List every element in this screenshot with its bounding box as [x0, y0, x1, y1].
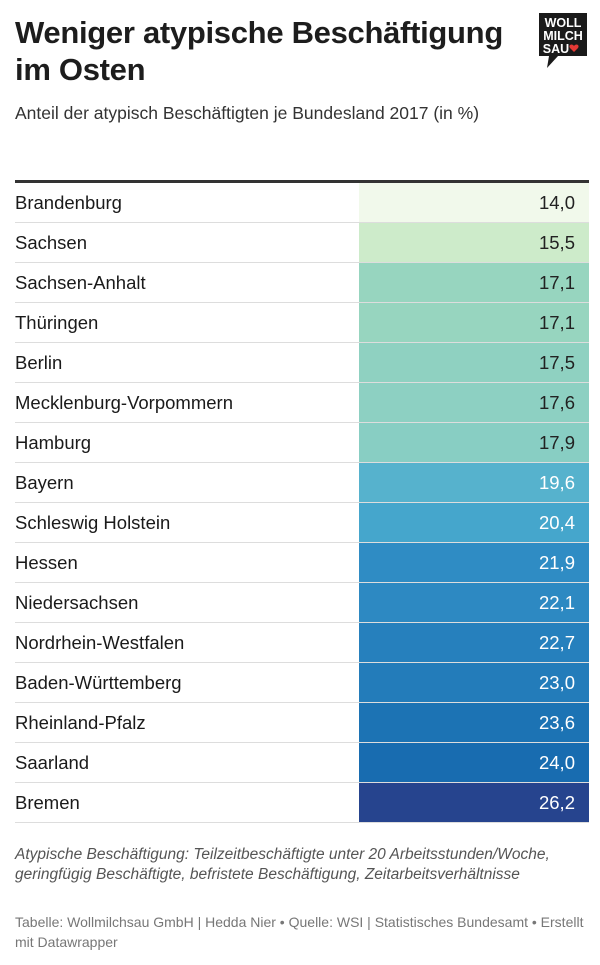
value-cell: 15,5 — [359, 223, 589, 262]
table-row: Thüringen 17,1 — [15, 303, 589, 343]
state-label: Schleswig Holstein — [15, 512, 171, 533]
value-cell: 24,0 — [359, 743, 589, 782]
state-label: Niedersachsen — [15, 592, 139, 613]
value-cell: 20,4 — [359, 503, 589, 542]
table-row: Brandenburg 14,0 — [15, 183, 589, 223]
state-label: Hamburg — [15, 432, 92, 453]
table-row: Berlin 17,5 — [15, 343, 589, 383]
value-cell: 19,6 — [359, 463, 589, 502]
state-label: Baden-Württemberg — [15, 672, 182, 693]
table-row: Hamburg 17,9 — [15, 423, 589, 463]
table-row: Bayern 19,6 — [15, 463, 589, 503]
state-label: Saarland — [15, 752, 90, 773]
state-label: Berlin — [15, 352, 63, 373]
value-cell: 22,1 — [359, 583, 589, 622]
state-label: Rheinland-Pfalz — [15, 712, 146, 733]
value-cell: 23,0 — [359, 663, 589, 702]
table-row: Rheinland-Pfalz 23,6 — [15, 703, 589, 743]
state-label: Brandenburg — [15, 192, 122, 213]
state-label: Mecklenburg-Vorpommern — [15, 392, 233, 413]
wollmilchsau-logo: WOLL MILCH SAU — [539, 13, 587, 68]
value-cell: 17,6 — [359, 383, 589, 422]
value-cell: 21,9 — [359, 543, 589, 582]
state-label: Bremen — [15, 792, 80, 813]
table-row: Saarland 24,0 — [15, 743, 589, 783]
data-table: Brandenburg 14,0 Sachsen 15,5 Sachsen-Anhalt… — [15, 180, 589, 823]
state-label: Bayern — [15, 472, 74, 493]
table-row: Sachsen-Anhalt 17,1 — [15, 263, 589, 303]
table-row: Baden-Württemberg 23,0 — [15, 663, 589, 703]
state-label: Hessen — [15, 552, 78, 573]
chart-subtitle: Anteil der atypisch Beschäftigten je Bun… — [15, 103, 480, 123]
chart-title: Weniger atypische Beschäftigung im Osten — [15, 15, 503, 87]
value-cell: 14,0 — [359, 183, 589, 222]
svg-text:MILCH: MILCH — [543, 29, 583, 43]
table-row: Schleswig Holstein 20,4 — [15, 503, 589, 543]
svg-text:WOLL: WOLL — [545, 16, 582, 30]
value-cell: 26,2 — [359, 783, 589, 822]
state-label: Thüringen — [15, 312, 99, 333]
value-cell: 17,1 — [359, 303, 589, 342]
state-label: Sachsen — [15, 232, 87, 253]
state-label: Sachsen-Anhalt — [15, 272, 146, 293]
table-row: Hessen 21,9 — [15, 543, 589, 583]
source-credit: Tabelle: Wollmilchsau GmbH | Hedda Nier … — [15, 914, 584, 950]
svg-text:SAU: SAU — [543, 42, 569, 56]
value-cell: 17,1 — [359, 263, 589, 302]
value-cell: 23,6 — [359, 703, 589, 742]
table-row: Nordrhein-Westfalen 22,7 — [15, 623, 589, 663]
table-row: Bremen 26,2 — [15, 783, 589, 823]
value-cell: 17,5 — [359, 343, 589, 382]
table-row: Mecklenburg-Vorpommern 17,6 — [15, 383, 589, 423]
value-cell: 17,9 — [359, 423, 589, 462]
table-row: Sachsen 15,5 — [15, 223, 589, 263]
footnote: Atypische Beschäftigung: Teilzeitbeschäf… — [15, 846, 550, 883]
table-row: Niedersachsen 22,1 — [15, 583, 589, 623]
value-cell: 22,7 — [359, 623, 589, 662]
state-label: Nordrhein-Westfalen — [15, 632, 185, 653]
